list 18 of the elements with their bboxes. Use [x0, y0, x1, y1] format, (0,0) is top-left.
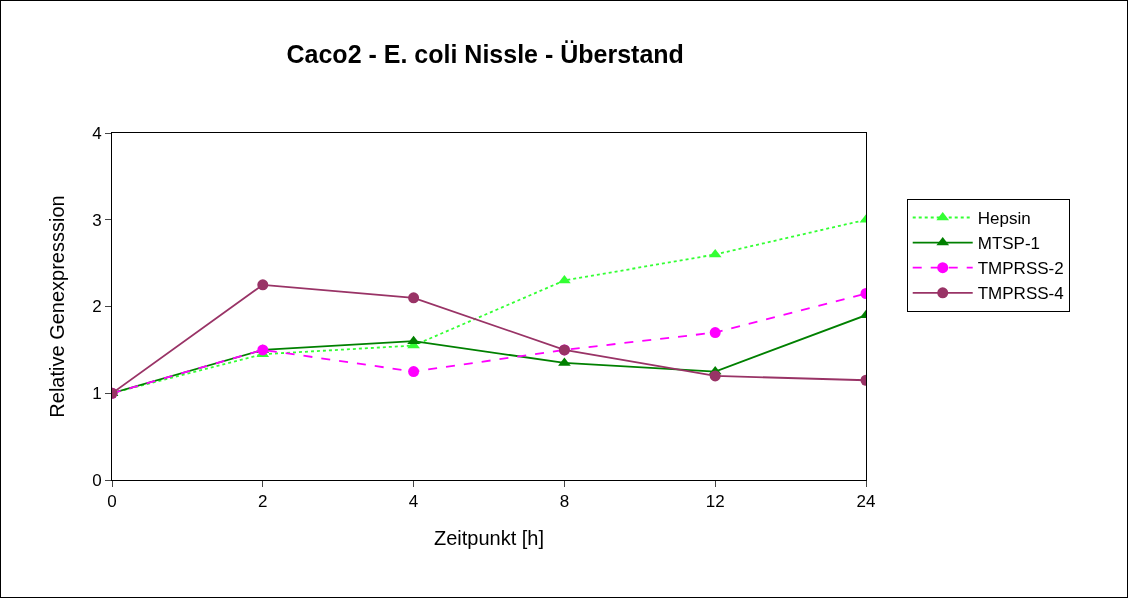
x-tick-label: 12	[705, 492, 725, 512]
x-tick-label: 2	[258, 492, 268, 512]
legend-label: TMPRSS-4	[977, 284, 1064, 304]
y-tick-label: 1	[92, 384, 102, 404]
legend-label: MTSP-1	[977, 234, 1041, 254]
x-axis-title: Zeitpunkt [h]	[433, 526, 545, 549]
legend-label: TMPRSS-2	[977, 259, 1064, 279]
y-tick-label: 4	[92, 123, 102, 143]
x-tick-label: 24	[856, 492, 876, 512]
y-axis-title: Relative Genexpresssion	[45, 195, 68, 418]
y-tick-label: 2	[92, 297, 102, 317]
y-tick-label: 0	[92, 470, 102, 490]
x-tick-label: 0	[107, 492, 117, 512]
legend-label: Hepsin	[977, 209, 1031, 229]
x-tick-label: 8	[559, 492, 570, 512]
y-tick-label: 3	[92, 210, 102, 230]
x-tick-label: 4	[408, 492, 419, 512]
chart-title: Caco2 - E. coli Nissle - Überstand	[286, 40, 684, 69]
